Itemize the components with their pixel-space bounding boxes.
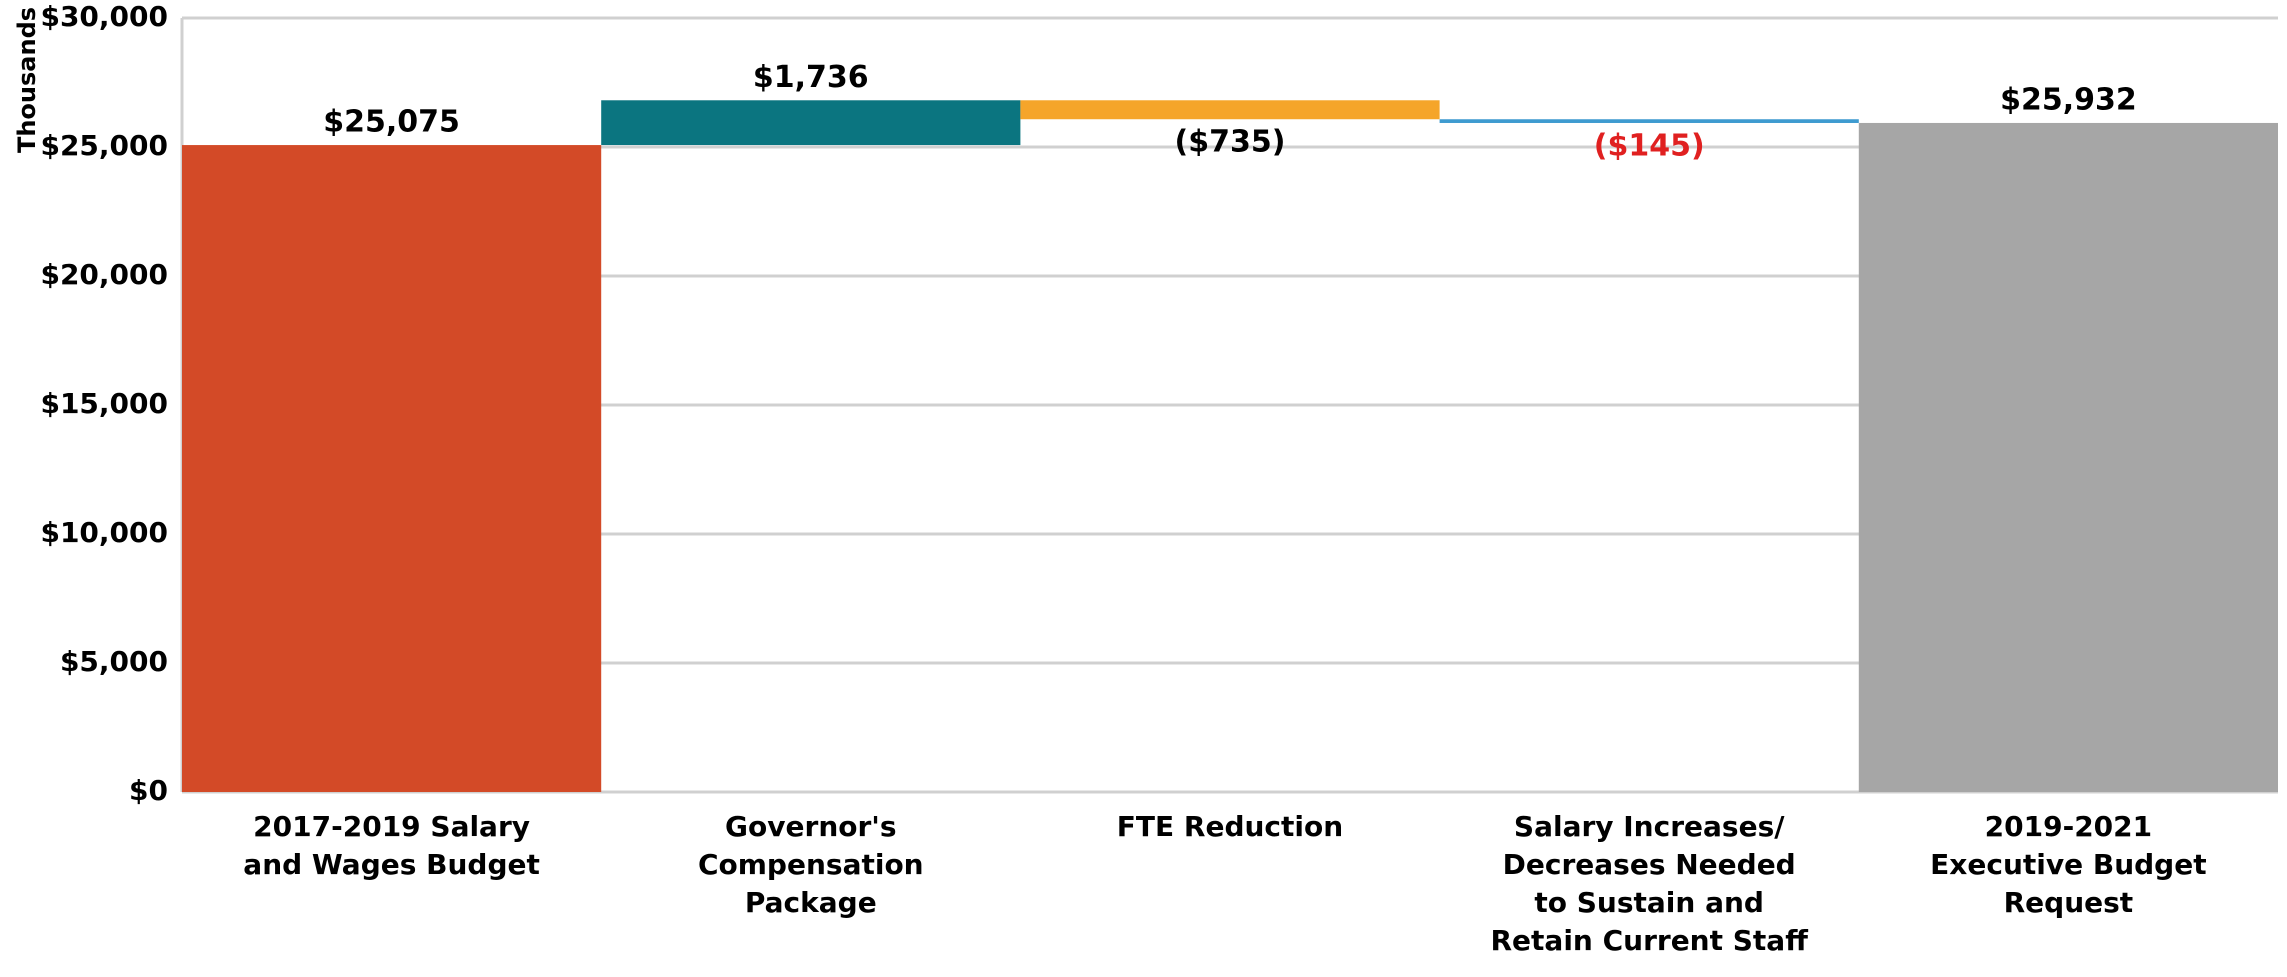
- value-label: $1,736: [753, 60, 869, 95]
- x-tick-label: 2017-2019 Salary and Wages Budget: [243, 810, 540, 881]
- bar: [182, 145, 602, 792]
- y-tick-label: $15,000: [40, 387, 168, 420]
- y-tick-label: $5,000: [60, 645, 168, 678]
- x-tick-label: 2019-2021 Executive Budget Request: [1930, 810, 2207, 919]
- y-tick-label: $25,000: [40, 129, 168, 162]
- bar: [601, 100, 1021, 146]
- y-tick-label: $10,000: [40, 516, 168, 549]
- x-tick-label: Salary Increases/ Decreases Needed to Su…: [1490, 810, 1808, 957]
- y-axis-label: Thousands: [13, 7, 41, 153]
- x-tick-label: Governor's Compensation Package: [697, 810, 924, 919]
- bar: [1858, 122, 2278, 792]
- bar: [1439, 119, 1859, 123]
- bar: [1020, 100, 1440, 120]
- value-label: ($735): [1175, 125, 1286, 160]
- x-tick-label: FTE Reduction: [1116, 810, 1344, 843]
- value-label: ($145): [1594, 128, 1705, 163]
- y-tick-label: $0: [129, 774, 168, 807]
- value-label: $25,932: [2000, 82, 2137, 117]
- y-tick-label: $20,000: [40, 258, 168, 291]
- y-tick-label: $30,000: [40, 0, 168, 33]
- value-label: $25,075: [323, 105, 460, 140]
